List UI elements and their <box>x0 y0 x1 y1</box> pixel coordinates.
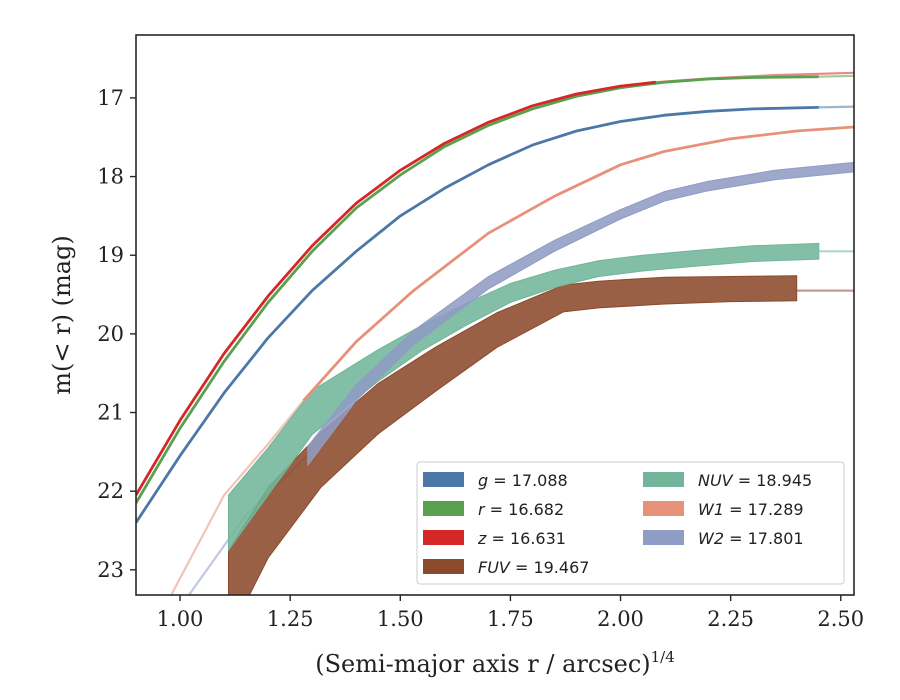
plot-frame <box>135 34 855 596</box>
r-line <box>136 75 819 504</box>
legend-box <box>416 461 845 585</box>
w2-band <box>307 161 854 467</box>
g-extension-line <box>818 105 854 109</box>
legend-label-fuv: FUV = 19.467 <box>478 558 589 577</box>
band-series-layer <box>228 161 854 595</box>
legend: g = 17.088 r = 16.682 z = 16.631 FUV = 1… <box>416 461 845 585</box>
z-line <box>136 80 656 496</box>
y-tick-label: 22 <box>97 479 124 503</box>
x-tick-label: 2.00 <box>597 607 644 631</box>
x-tick-label: 1.75 <box>487 607 534 631</box>
legend-label-w2: W2 = 17.801 <box>698 529 804 548</box>
legend-label-g: g = 17.088 <box>478 471 568 490</box>
legend-swatch-r <box>423 501 464 516</box>
legend-swatch-w1 <box>643 501 684 516</box>
legend-label-r: r = 16.682 <box>478 500 564 519</box>
legend-swatch-fuv <box>423 559 464 574</box>
y-axis-label: m(< r) (mag) <box>48 235 76 394</box>
y-tick-label: 23 <box>97 558 124 582</box>
legend-swatch-g <box>423 472 464 487</box>
legend-label-w1: W1 = 17.289 <box>698 500 804 519</box>
legend-swatch-nuv <box>643 472 684 487</box>
w1-line <box>302 125 854 402</box>
line-series-layer <box>136 75 854 524</box>
y-tick-label: 18 <box>97 165 124 189</box>
y-tick-label: 19 <box>97 243 124 267</box>
fuv-band <box>228 275 798 595</box>
y-tick-label: 20 <box>97 322 124 346</box>
y-tick-label: 17 <box>97 86 124 110</box>
legend-swatch-w2 <box>643 530 684 545</box>
w1-extension-line <box>170 400 305 595</box>
legend-label-z: z = 16.631 <box>477 529 566 548</box>
axis-ticks: 1.00 1.25 1.50 1.75 2.00 2.25 2.50 17 18 19 20 21 22… <box>97 86 864 631</box>
x-tick-label: 1.25 <box>267 607 314 631</box>
x-tick-label: 2.25 <box>707 607 754 631</box>
legend-swatch-z <box>423 530 464 545</box>
x-axis-label: (Semi-major axis r / arcsec)1/4 <box>315 648 675 678</box>
legend-label-nuv: NUV = 18.945 <box>698 471 812 490</box>
x-tick-label: 2.50 <box>817 607 864 631</box>
y-tick-label: 21 <box>97 401 124 425</box>
g-line <box>136 106 819 524</box>
r-extension-line <box>818 74 854 78</box>
x-tick-label: 1.00 <box>157 607 204 631</box>
x-tick-label: 1.50 <box>377 607 424 631</box>
